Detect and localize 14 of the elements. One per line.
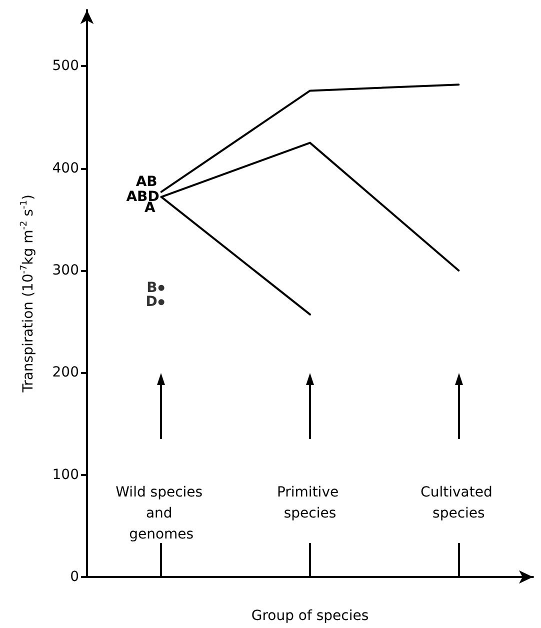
series-label: D xyxy=(146,294,158,310)
y-tick-label: 100 xyxy=(52,466,79,483)
y-tick-label: 300 xyxy=(52,262,79,279)
x-tick-label: Primitive species xyxy=(276,484,344,522)
x-tick-label: Wild species and genomes xyxy=(116,484,208,542)
series-label: B xyxy=(146,280,158,296)
series-label: AB xyxy=(136,174,158,190)
x-tick-label: Cultivated species xyxy=(420,484,497,522)
y-tick-label: 400 xyxy=(52,160,79,176)
y-tick-label: 0 xyxy=(70,569,79,585)
y-tick-label: 200 xyxy=(52,364,79,381)
x-axis-title: Group of species xyxy=(251,608,369,624)
y-tick-label: 500 xyxy=(52,58,79,74)
y-axis-title: Transpiration (10-7kg m-2 s-1) xyxy=(20,194,36,394)
